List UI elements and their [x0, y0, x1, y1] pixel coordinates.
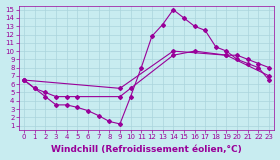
X-axis label: Windchill (Refroidissement éolien,°C): Windchill (Refroidissement éolien,°C): [51, 145, 242, 154]
